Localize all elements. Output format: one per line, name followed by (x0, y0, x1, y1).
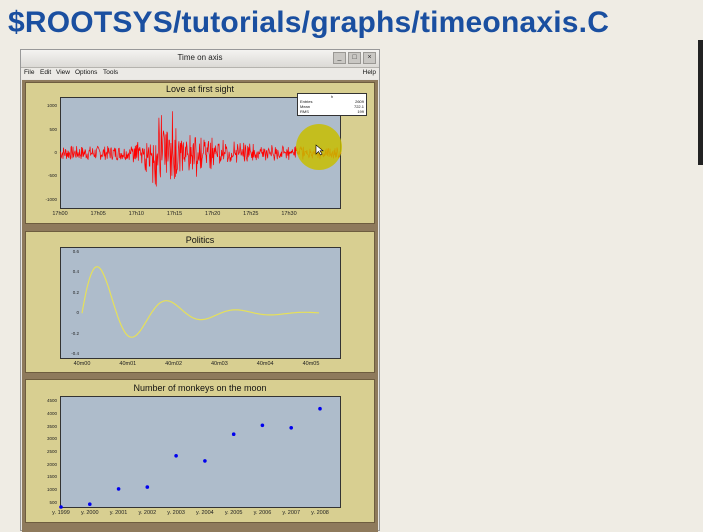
waveform-plot (59, 111, 342, 187)
y-tick-label: 3000 (46, 436, 57, 442)
frame-monkeys (60, 396, 341, 508)
stats-mean-value: 722.1 (353, 104, 364, 109)
y-tick-label: 1500 (46, 474, 57, 480)
x-tick-label: y. 2008 (311, 510, 329, 516)
pad-title: Love at first sight (165, 84, 235, 94)
series-line (59, 111, 342, 187)
cursor-highlight (296, 124, 342, 170)
x-tick-label: y. 2006 (253, 510, 272, 516)
y-tick-label: 2000 (46, 461, 57, 467)
pad-title: Number of monkeys on the moon (133, 383, 267, 393)
maximize-button[interactable]: □ (348, 52, 361, 64)
window-titlebar[interactable]: Time on axis _ □ × (21, 50, 379, 68)
x-tick-label: y. 2004 (196, 510, 214, 516)
y-tick-label: 4500 (46, 398, 57, 404)
x-tick-label: y. 2007 (282, 510, 301, 516)
data-point (260, 423, 265, 428)
y-tick-label: -500 (47, 173, 57, 179)
x-tick-label: 40m05 (302, 361, 320, 367)
menu-options[interactable]: Options (75, 69, 98, 76)
x-tick-label: 17h30 (281, 211, 297, 217)
y-tick-label: 3500 (46, 423, 57, 429)
monkeys-scatter-plot (59, 406, 322, 509)
y-tick-label: 4000 (46, 410, 57, 416)
y-tick-label: 0 (76, 310, 79, 316)
scrollbar-edge (698, 40, 703, 165)
x-tick-label: 17h15 (166, 211, 183, 217)
menu-file[interactable]: File (24, 69, 35, 76)
x-tick-label: 17h00 (52, 211, 68, 217)
window-title: Time on axis (177, 53, 223, 62)
y-tick-label: 2500 (46, 449, 57, 454)
data-point (174, 454, 178, 458)
stats-mean-label: Mean (300, 104, 311, 109)
x-tick-label: y. 2003 (167, 510, 185, 516)
stats-box[interactable]: h Entries 2609 Mean 722.1 RMS 199 (297, 93, 367, 116)
series-line (81, 266, 320, 338)
x-tick-label: 17h10 (128, 211, 144, 217)
x-tick-label: 40m00 (73, 361, 91, 367)
y-tick-label: -0.4 (71, 350, 79, 356)
pointer-icon (315, 144, 324, 156)
y-tick-label: 0.6 (72, 249, 79, 255)
x-tick-label: y. 2002 (138, 510, 157, 516)
stats-rms-value: 199 (357, 109, 364, 114)
data-point (145, 485, 150, 489)
y-tick-label: 1000 (46, 103, 57, 109)
x-tick-label: y. 2005 (224, 510, 243, 516)
x-tick-label: 17h25 (243, 211, 259, 217)
menu-view[interactable]: View (56, 69, 70, 76)
data-point (289, 426, 293, 430)
y-tick-label: 0 (54, 150, 57, 155)
data-point (116, 487, 121, 491)
minimize-button[interactable]: _ (333, 52, 346, 64)
stats-rms-label: RMS (300, 109, 309, 114)
y-tick-label: 500 (49, 126, 57, 132)
menu-edit[interactable]: Edit (40, 69, 52, 76)
data-point (318, 406, 322, 411)
x-tick-label: y. 2000 (80, 510, 99, 516)
frame-politics (60, 247, 341, 359)
x-tick-label: 40m02 (165, 361, 183, 367)
menu-bar: File Edit View Options Tools Help (21, 68, 379, 79)
x-tick-label: y. 2001 (109, 510, 128, 516)
x-tick-label: 40m04 (256, 361, 274, 367)
y-tick-label: 500 (49, 499, 57, 505)
y-tick-label: 1000 (46, 487, 57, 493)
data-point (231, 432, 236, 436)
data-point (203, 459, 207, 463)
y-tick-label: -0.2 (71, 330, 79, 336)
x-tick-label: 17h20 (205, 211, 221, 217)
data-point (88, 502, 92, 506)
stats-entries-label: Entries (300, 99, 313, 104)
close-button[interactable]: × (363, 52, 376, 64)
x-tick-label: 17h05 (90, 211, 106, 217)
y-tick-label: 0.2 (72, 289, 79, 295)
y-tick-label: -1000 (45, 196, 57, 202)
menu-help[interactable]: Help (362, 69, 376, 76)
data-point (59, 505, 63, 509)
stats-header: h (330, 94, 334, 99)
x-tick-label: 40m03 (210, 361, 228, 367)
page-title: $ROOTSYS/tutorials/graphs/timeonaxis.C (8, 6, 610, 39)
damped-wave-plot (81, 266, 320, 338)
x-tick-label: y. 1999 (52, 510, 70, 516)
stats-entries-value: 2609 (355, 99, 364, 104)
menu-tools[interactable]: Tools (103, 69, 119, 76)
y-tick-label: 0.4 (72, 269, 79, 275)
pad-title: Politics (185, 235, 215, 245)
x-tick-label: 40m01 (119, 361, 137, 367)
